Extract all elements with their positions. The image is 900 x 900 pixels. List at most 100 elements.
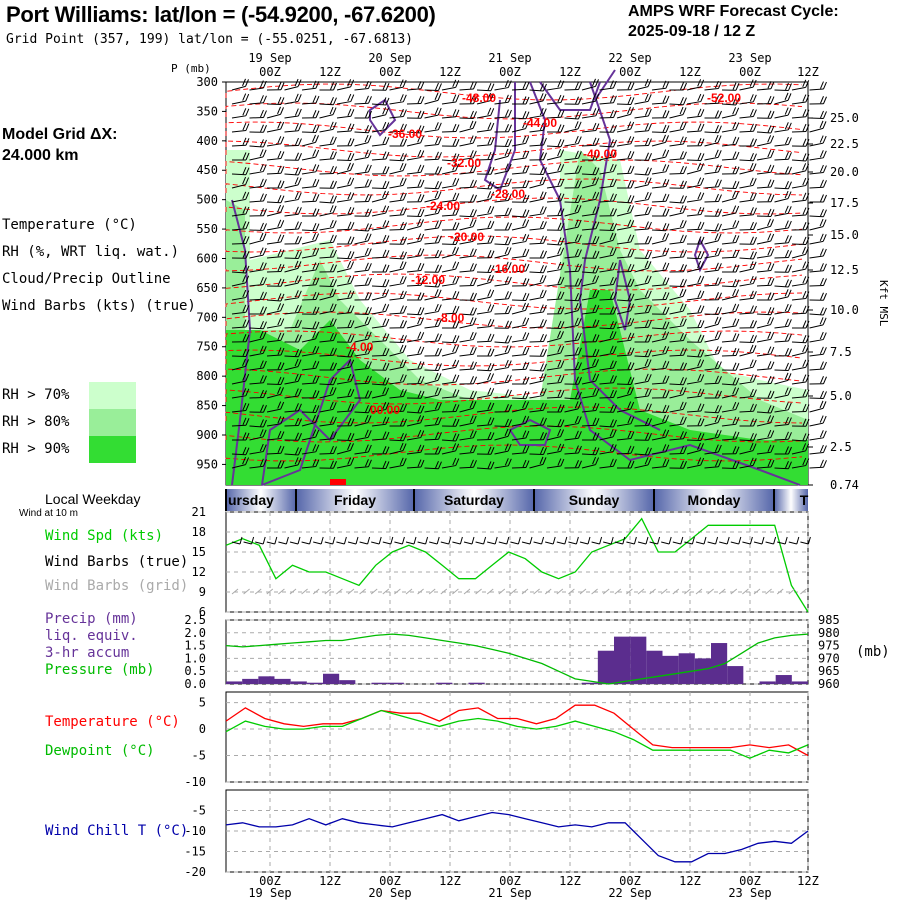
precip-bar xyxy=(226,681,243,684)
wind-barb-flag xyxy=(543,349,547,357)
wind-barb-flag xyxy=(767,164,772,172)
wind-barb-flag xyxy=(522,135,527,144)
wind-barb xyxy=(511,452,526,455)
wind-barb-flag xyxy=(680,278,684,287)
wind-barb-flag xyxy=(665,361,670,369)
top-hour-label: 12Z xyxy=(439,65,461,79)
wind-barb-flag xyxy=(242,250,247,258)
wind-barb-flag xyxy=(560,80,565,89)
wind-barb xyxy=(791,439,807,442)
wind-barb-flag xyxy=(732,220,737,228)
grid-wind-barb xyxy=(417,588,424,595)
wind-barb-flag xyxy=(770,165,775,173)
wind-barb xyxy=(336,449,351,455)
wind-barb-flag xyxy=(455,109,460,117)
wind-barb-flag xyxy=(417,262,422,271)
wind-barb xyxy=(756,353,771,357)
bottom-date-label: 21 Sep xyxy=(488,886,531,900)
wind-barb xyxy=(739,351,754,357)
wind-barb-flag xyxy=(490,461,495,470)
wind-barb-flag xyxy=(749,457,754,466)
wind-barb-flag xyxy=(259,95,264,103)
surface-wind-barb xyxy=(498,541,507,545)
wind-barb xyxy=(669,340,684,343)
wind-barb-flag xyxy=(752,345,757,353)
wind-barb-flag xyxy=(805,247,809,255)
wind-barb-flag xyxy=(294,373,299,382)
wind-barb-flag xyxy=(785,333,789,341)
wind-barb-flag xyxy=(402,458,407,466)
wind-barb xyxy=(371,212,386,217)
wind-barb xyxy=(599,269,614,273)
wind-barb xyxy=(494,367,509,371)
surface-wind-barb xyxy=(243,541,252,545)
wind-barb xyxy=(476,296,491,301)
wind-barb xyxy=(494,200,509,203)
wind-barb xyxy=(791,298,806,301)
wind-barb-flag xyxy=(298,153,302,161)
surface-wind-barb xyxy=(556,541,565,545)
wind-barb-flag xyxy=(400,320,404,328)
wind-barb-flag xyxy=(277,234,282,242)
wind-barb-flag xyxy=(714,414,719,423)
surface-wind-barb xyxy=(637,541,647,545)
wind-barb-flag xyxy=(767,429,772,438)
wind-barb-flag xyxy=(560,110,565,118)
pressure-tick-label: 900 xyxy=(196,428,218,442)
wind-barb xyxy=(809,466,824,469)
wind-barb xyxy=(406,240,421,245)
wind-barb-flag xyxy=(700,177,705,186)
wind-barb xyxy=(284,410,299,413)
wind-barb xyxy=(774,467,789,470)
wind-barb-flag xyxy=(280,293,285,302)
wind-barb-flag xyxy=(820,209,824,217)
wind-barb xyxy=(739,439,754,442)
wind-barb-flag xyxy=(574,430,579,438)
wind-barb-flag xyxy=(312,444,317,452)
wind-barb-flag xyxy=(700,359,705,368)
wind-barb-flag xyxy=(470,292,474,300)
wind-barb xyxy=(441,352,456,357)
wind-barb-flag xyxy=(767,149,772,158)
surface-wind-barb-flag xyxy=(494,536,498,545)
surface-wind-barb xyxy=(730,541,739,545)
wind-barb xyxy=(249,171,264,175)
wind-barb xyxy=(756,142,771,147)
wind-barb-flag xyxy=(715,375,719,383)
wind-barb-flag xyxy=(644,123,649,131)
wind-barb-flag xyxy=(750,320,754,328)
wind-barb-flag xyxy=(542,403,547,411)
grid-wind-barb xyxy=(788,588,796,595)
height-tick-label: 5.0 xyxy=(830,389,852,403)
wind-barb-flag xyxy=(822,430,827,439)
wind-barb-flag xyxy=(609,458,614,466)
wind-barb-flag xyxy=(753,305,757,314)
wind-barb-flag xyxy=(612,149,617,158)
wind-barb-flag xyxy=(785,362,789,371)
wind-barb-flag xyxy=(575,180,579,188)
wind-barb-flag xyxy=(277,460,282,468)
wind-barb-flag xyxy=(245,93,250,102)
wind-barb xyxy=(511,309,526,315)
wind-barb xyxy=(704,131,719,134)
wind-barb-flag xyxy=(260,291,264,299)
wind-barb-flag xyxy=(577,332,582,341)
wind-barb-flag xyxy=(294,304,299,313)
wind-barb-flag xyxy=(507,149,512,157)
wind-barb xyxy=(231,198,246,203)
wind-barb xyxy=(371,438,387,441)
wind-barb-flag xyxy=(455,345,460,353)
wind-barb-flag xyxy=(645,221,649,229)
wind-barb-flag xyxy=(504,148,509,157)
wind-barb-flag xyxy=(802,177,807,186)
wind-barb-flag xyxy=(662,444,667,452)
wind-barb-flag xyxy=(714,149,719,158)
wind-barb xyxy=(739,297,754,301)
wind-barb-flag xyxy=(245,236,250,244)
wind-barb-flag xyxy=(592,93,597,101)
wind-barb xyxy=(634,312,649,315)
precip-bar xyxy=(791,681,808,684)
wind-barb-flag xyxy=(645,447,649,455)
wind-barb-flag xyxy=(595,319,600,328)
wind-barb-flag xyxy=(540,348,544,356)
